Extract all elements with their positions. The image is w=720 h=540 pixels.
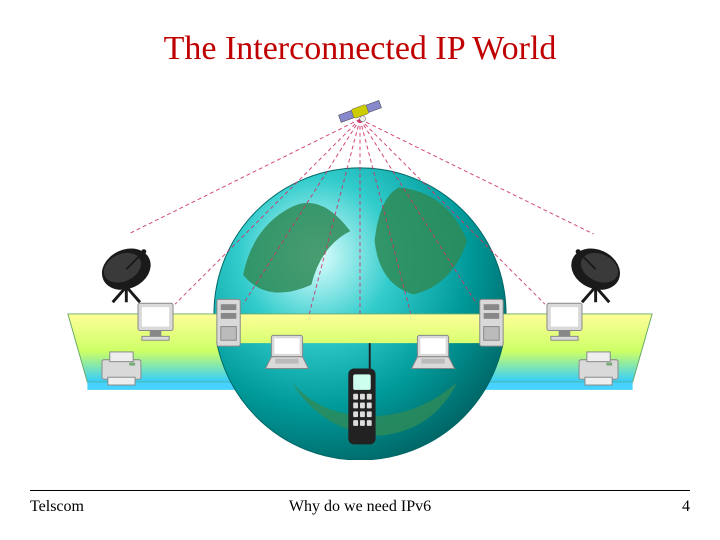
footer-page: 4 [682, 498, 690, 516]
footer-title: Why do we need IPv6 [30, 498, 690, 516]
slide-title: The Interconnected IP World [0, 30, 720, 68]
footer-divider [30, 490, 690, 491]
ip-world-diagram [40, 90, 680, 460]
footer-author: Telscom [30, 498, 84, 516]
slide-footer: Telscom Why do we need IPv6 4 [30, 498, 690, 516]
